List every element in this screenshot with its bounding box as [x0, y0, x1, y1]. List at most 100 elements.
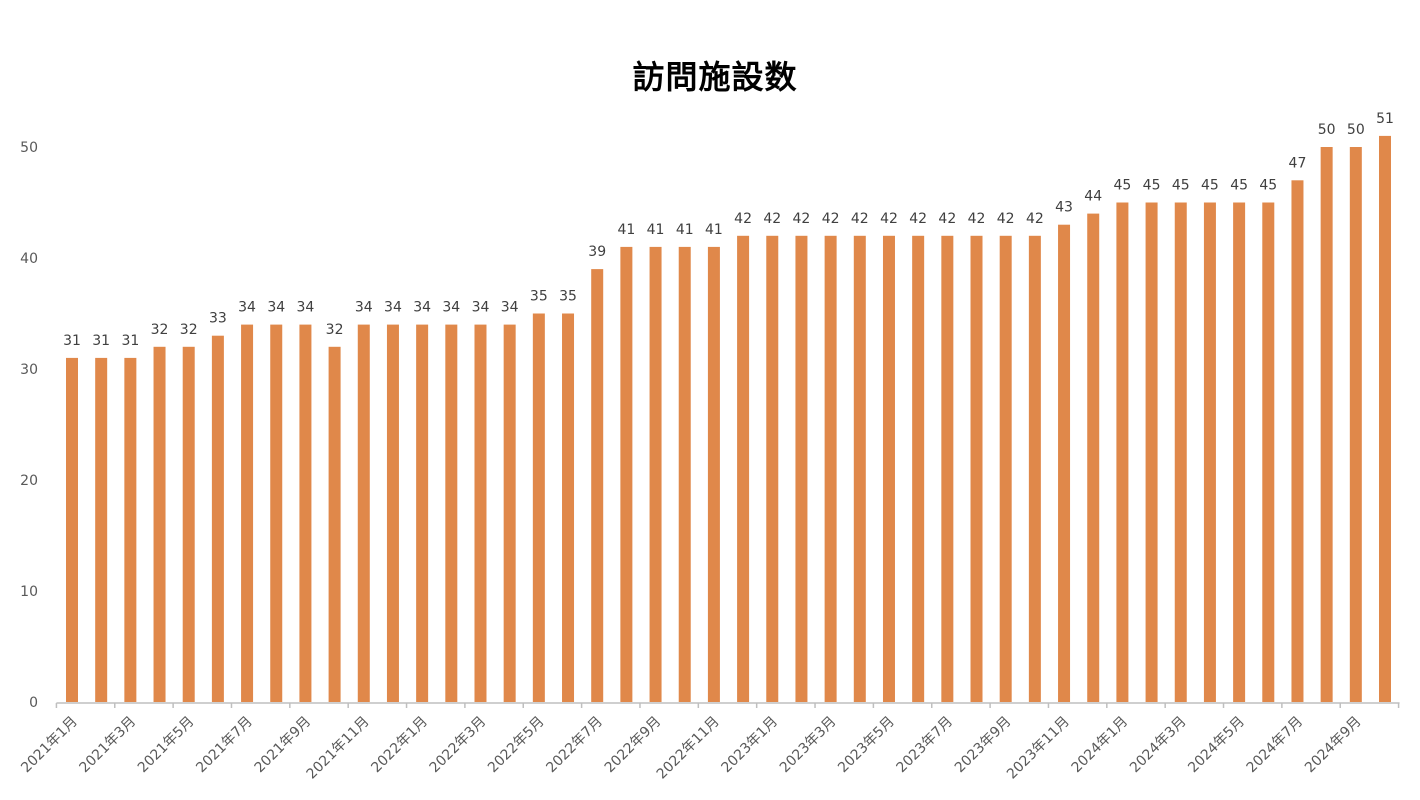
chart-title: 訪問施設数	[632, 58, 798, 96]
data-label: 34	[442, 300, 460, 316]
data-label: 34	[238, 300, 256, 316]
bar	[941, 235, 954, 703]
bar	[1145, 202, 1158, 702]
x-axis: 2021年1月2021年3月2021年5月2021年7月2021年9月2021年…	[18, 702, 1400, 783]
data-label: 43	[1055, 200, 1073, 216]
bar	[766, 235, 779, 703]
x-tick-label: 2021年7月	[193, 714, 256, 777]
data-label: 50	[1347, 122, 1365, 138]
x-tick-label: 2023年7月	[894, 714, 957, 777]
bar	[211, 335, 224, 702]
x-tick-label: 2021年11月	[304, 714, 373, 783]
data-label: 51	[1376, 111, 1394, 127]
data-label: 42	[793, 211, 811, 227]
data-label: 41	[647, 222, 665, 238]
bar	[1320, 147, 1333, 702]
data-label: 41	[617, 222, 635, 238]
x-tick-label: 2024年5月	[1185, 714, 1248, 777]
data-label: 45	[1259, 178, 1277, 194]
data-label: 42	[822, 211, 840, 227]
x-tick-label: 2024年9月	[1302, 714, 1365, 777]
bar	[95, 357, 108, 702]
bar	[737, 235, 750, 703]
data-label: 42	[1026, 211, 1044, 227]
bar	[416, 324, 429, 702]
data-label: 45	[1113, 178, 1131, 194]
data-label: 34	[413, 300, 431, 316]
data-label: 34	[355, 300, 373, 316]
data-label: 33	[209, 311, 227, 327]
bar	[649, 246, 662, 702]
bar	[824, 235, 837, 703]
data-label: 32	[326, 322, 344, 338]
y-tick-label: 0	[29, 695, 38, 711]
bar	[1233, 202, 1246, 702]
bar	[678, 246, 691, 702]
x-tick-label: 2023年9月	[952, 714, 1015, 777]
data-label: 39	[588, 244, 606, 260]
x-tick-label: 2023年1月	[718, 714, 781, 777]
data-label: 34	[267, 300, 285, 316]
data-label: 45	[1172, 178, 1190, 194]
bar	[386, 324, 399, 702]
bar	[1379, 135, 1391, 702]
x-tick-label: 2021年9月	[252, 714, 315, 777]
bar	[1291, 180, 1304, 703]
bar	[1174, 202, 1187, 702]
data-label: 42	[880, 211, 898, 227]
data-label: 42	[763, 211, 781, 227]
bar	[182, 346, 195, 702]
data-label: 47	[1289, 155, 1307, 171]
bar	[474, 324, 487, 702]
data-label: 41	[676, 222, 694, 238]
data-label: 45	[1143, 178, 1161, 194]
x-tick-label: 2022年5月	[485, 714, 548, 777]
x-tick-label: 2022年9月	[602, 714, 665, 777]
y-tick-label: 40	[20, 251, 38, 267]
data-label: 35	[559, 289, 577, 305]
x-tick-label: 2023年11月	[1004, 714, 1073, 783]
bar	[153, 346, 166, 702]
bar	[999, 235, 1012, 703]
bar	[532, 313, 545, 702]
data-label: 45	[1230, 178, 1248, 194]
data-label: 34	[297, 300, 315, 316]
x-tick-label: 2022年3月	[427, 714, 490, 777]
bar	[882, 235, 895, 703]
data-label: 50	[1318, 122, 1336, 138]
bar	[795, 235, 808, 703]
bar	[620, 246, 633, 702]
data-label: 42	[909, 211, 927, 227]
bar	[1116, 202, 1129, 702]
bar	[970, 235, 983, 703]
x-tick-label: 2024年7月	[1244, 714, 1307, 777]
data-label: 31	[63, 333, 81, 349]
data-label: 45	[1201, 178, 1219, 194]
data-label: 42	[938, 211, 956, 227]
data-label: 34	[501, 300, 519, 316]
bar	[1058, 224, 1071, 702]
data-label: 32	[151, 322, 169, 338]
bar	[124, 357, 137, 702]
bar	[912, 235, 925, 703]
x-tick-label: 2021年5月	[135, 714, 198, 777]
y-tick-label: 50	[20, 140, 38, 156]
bar	[1262, 202, 1275, 702]
x-tick-label: 2022年7月	[543, 714, 606, 777]
bar	[853, 235, 866, 703]
x-tick-label: 2024年1月	[1069, 714, 1132, 777]
x-tick-label: 2022年11月	[654, 714, 723, 783]
x-tick-label: 2021年3月	[77, 714, 140, 777]
bar-series	[66, 135, 1391, 703]
y-tick-label: 20	[20, 473, 38, 489]
data-label: 34	[384, 300, 402, 316]
y-axis: 0 10 20 30 40 50	[20, 140, 38, 711]
y-tick-label: 10	[20, 584, 38, 600]
bar	[503, 324, 516, 702]
bar	[270, 324, 283, 702]
bar	[1203, 202, 1216, 702]
bar	[299, 324, 312, 702]
data-labels: 31 31 31 32 32 33 34 34 34 32 34 34 34 34 34 34 35 35 39 41…	[63, 111, 1394, 349]
bar	[562, 313, 575, 702]
